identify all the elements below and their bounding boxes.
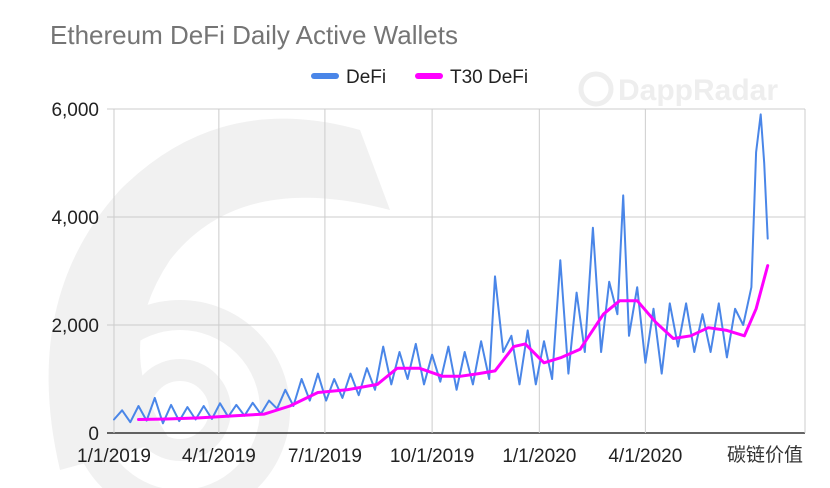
y-tick-label: 2,000 — [51, 316, 99, 337]
chart-title: Ethereum DeFi Daily Active Wallets — [50, 20, 458, 50]
watermark-brand: DappRadar — [578, 71, 778, 107]
corner-watermark-text: 碳链价值 — [727, 444, 803, 466]
y-tick-label: 4,000 — [51, 208, 99, 229]
legend-label-t30: T30 DeFi — [450, 67, 528, 88]
y-axis-ticks: 0 2,000 4,000 6,000 — [51, 100, 99, 445]
x-tick-label: 4/1/2019 — [182, 446, 256, 467]
x-tick-label: 1/1/2019 — [77, 446, 151, 467]
watermark-brand-icon — [578, 71, 614, 107]
x-axis-ticks: 1/1/2019 4/1/2019 7/1/2019 10/1/2019 1/1/202… — [77, 446, 682, 467]
x-tick-label: 7/1/2019 — [288, 446, 362, 467]
y-tick-label: 0 — [88, 424, 99, 445]
x-tick-label: 10/1/2019 — [390, 446, 475, 467]
x-tick-label: 4/1/2020 — [608, 446, 682, 467]
watermark-swirl-shape — [48, 118, 391, 471]
legend-label-defi: DeFi — [346, 67, 386, 88]
watermark-text: DappRadar — [618, 74, 778, 107]
y-tick-label: 6,000 — [51, 100, 99, 121]
series-line-defi — [113, 113, 769, 425]
series-line-t30 — [137, 264, 770, 421]
series-area — [113, 113, 770, 425]
grid — [107, 108, 806, 434]
legend: DeFi T30 DeFi — [311, 67, 528, 88]
x-tick-label: 1/1/2020 — [502, 446, 576, 467]
